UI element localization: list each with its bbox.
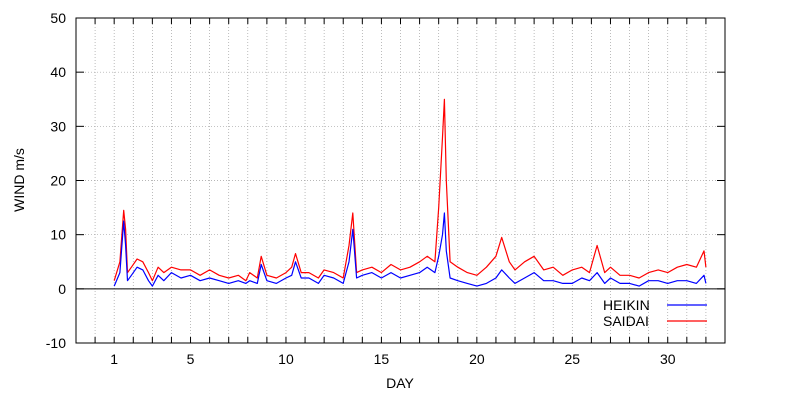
- x-tick-label: 30: [660, 351, 676, 367]
- x-tick-label: 10: [278, 351, 294, 367]
- y-tick-label: 10: [50, 227, 66, 243]
- y-tick-label: 30: [50, 118, 66, 134]
- y-tick-label: 50: [50, 10, 66, 26]
- y-tick-label: -10: [46, 335, 66, 351]
- x-tick-label: 5: [187, 351, 195, 367]
- series-line-heikin: [113, 212, 707, 287]
- x-tick-label: 15: [374, 351, 390, 367]
- x-tick-label: 20: [469, 351, 485, 367]
- series-layer: [113, 98, 707, 287]
- grid-layer: [76, 17, 725, 344]
- x-tick-label: 1: [110, 351, 118, 367]
- y-tick-label: 40: [50, 64, 66, 80]
- legend-label-saidai: SAIDAI: [603, 313, 649, 329]
- tick-layer: [76, 17, 725, 344]
- y-tick-label: 0: [58, 281, 66, 297]
- y-axis-title: WIND m/s: [11, 148, 27, 212]
- x-axis-title: DAY: [386, 375, 414, 391]
- x-tick-label: 25: [565, 351, 581, 367]
- series-line-saidai: [113, 98, 707, 282]
- legend-label-heikin: HEIKIN: [603, 297, 650, 313]
- y-tick-label: 20: [50, 173, 66, 189]
